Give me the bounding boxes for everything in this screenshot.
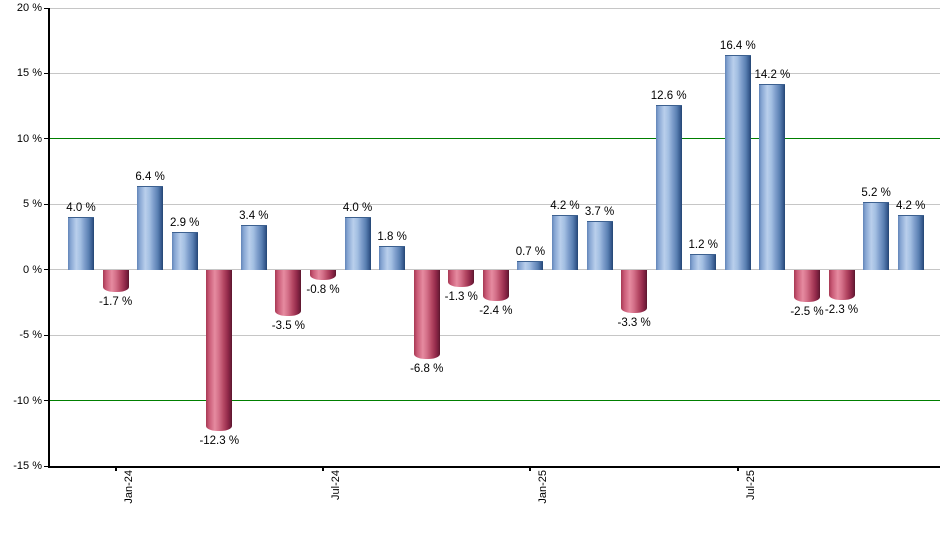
bar-value-label: 3.7 % <box>584 206 615 219</box>
bar-value-label: -1.7 % <box>98 295 133 308</box>
bar-value-label: 4.0 % <box>342 202 373 215</box>
bar-value-label: 12.6 % <box>650 89 687 102</box>
bar-Dec-25 <box>897 214 924 270</box>
bar-May-24 <box>240 225 267 270</box>
reference-line <box>50 400 940 402</box>
x-axis-tick <box>736 466 739 471</box>
bar-value-label: -1.3 % <box>444 290 478 303</box>
bar-value-label: 3.4 % <box>239 210 269 223</box>
y-axis-tick-label: 15 % <box>16 67 42 80</box>
bar-value-label: 1.8 % <box>377 231 407 244</box>
gridline <box>50 72 940 74</box>
bar-value-label: -3.3 % <box>617 316 651 329</box>
bar-value-label: 2.9 % <box>169 216 200 229</box>
y-axis-tick <box>44 400 49 402</box>
y-axis-tick <box>44 7 49 9</box>
y-axis-tick <box>44 138 49 140</box>
bar-value-label: 4.2 % <box>895 199 926 212</box>
bar-value-label: -12.3 % <box>199 434 240 447</box>
bar-value-label: 14.2 % <box>754 68 791 81</box>
bar-value-label: 4.2 % <box>550 199 580 212</box>
bar-Feb-24 <box>137 185 164 270</box>
reference-line <box>50 138 940 140</box>
bar-Oct-25 <box>828 269 855 300</box>
bar-value-label: 1.2 % <box>688 239 718 251</box>
bar-Jul-24 <box>309 269 336 281</box>
x-axis-tick-label: Jan-25 <box>537 470 550 504</box>
bar-Feb-25 <box>551 214 578 270</box>
bar-value-label: -2.3 % <box>824 303 859 316</box>
y-axis-tick <box>44 334 49 336</box>
gridline <box>50 334 940 336</box>
bar-Jan-25 <box>517 260 544 270</box>
y-axis-tick-label: 10 % <box>16 132 42 145</box>
bar-value-label: 6.4 % <box>135 170 165 183</box>
bar-Aug-24 <box>344 217 371 270</box>
bar-Sep-25 <box>793 269 820 303</box>
bar-Apr-25 <box>621 269 648 313</box>
x-axis-tick <box>114 466 117 471</box>
y-axis-tick-label: 0 % <box>23 263 42 276</box>
y-axis-tick-label: 20 % <box>16 2 42 14</box>
bar-Jun-24 <box>275 269 302 316</box>
y-axis-tick-label: 5 % <box>23 198 42 211</box>
bar-value-label: -3.5 % <box>271 319 306 332</box>
y-axis-tick <box>44 465 49 467</box>
gridline <box>50 7 940 9</box>
bar-Jul-25 <box>724 55 751 270</box>
bar-Sep-24 <box>379 246 406 270</box>
bar-value-label: -2.4 % <box>479 305 513 318</box>
y-axis-tick-label: -10 % <box>13 394 42 407</box>
y-axis-tick <box>44 203 49 205</box>
bar-May-25 <box>655 104 682 270</box>
bar-value-label: 4.0 % <box>66 202 96 215</box>
bar-Apr-24 <box>206 269 233 431</box>
bar-Nov-24 <box>448 269 475 287</box>
bar-value-label: 0.7 % <box>515 245 546 258</box>
y-axis-tick-label: -5 % <box>19 329 42 342</box>
bar-Jun-25 <box>690 254 717 270</box>
bar-value-label: -0.8 % <box>306 284 340 297</box>
bar-Mar-24 <box>171 231 198 270</box>
y-axis-tick <box>44 269 49 271</box>
x-axis-line <box>48 466 940 468</box>
x-axis-tick-label: Jan-24 <box>122 470 135 504</box>
bar-Jan-24 <box>102 269 129 292</box>
x-axis-tick <box>529 466 532 471</box>
bar-value-label: 16.4 % <box>719 40 756 53</box>
x-axis-tick-label: Jul-24 <box>329 470 342 500</box>
bar-Dec-24 <box>482 269 509 302</box>
bar-Nov-25 <box>863 201 890 270</box>
bar-value-label: 5.2 % <box>861 186 891 199</box>
bar-value-label: -2.5 % <box>790 306 824 319</box>
gridline <box>50 203 940 205</box>
bar-Oct-24 <box>413 269 440 359</box>
bar-Dec-23 <box>68 217 94 270</box>
x-axis-tick-label: Jul-25 <box>744 470 757 500</box>
bar-Aug-25 <box>759 83 786 270</box>
y-axis-tick-label: -15 % <box>13 460 42 472</box>
y-axis-line <box>48 8 50 468</box>
x-axis-tick <box>321 466 324 471</box>
bar-Mar-25 <box>586 221 613 270</box>
bar-value-label: -6.8 % <box>410 362 444 375</box>
y-axis-tick <box>44 72 49 74</box>
